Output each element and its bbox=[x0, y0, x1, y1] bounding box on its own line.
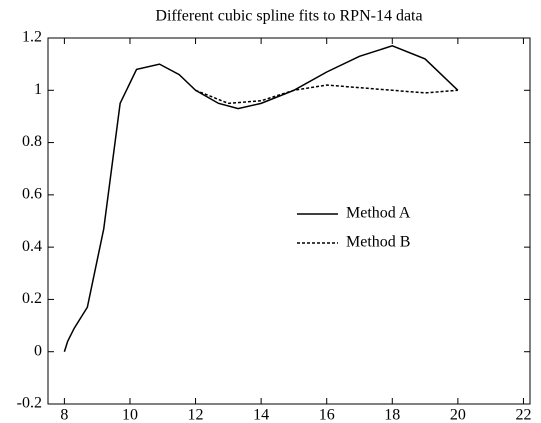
x-tick-label: 22 bbox=[515, 407, 531, 423]
x-tick-label: 18 bbox=[384, 407, 400, 423]
y-tick-label: 0.6 bbox=[22, 186, 42, 203]
y-tick-label: 1 bbox=[34, 81, 42, 98]
y-tick-label: 1.2 bbox=[22, 29, 42, 46]
y-tick-label: 0.4 bbox=[22, 238, 42, 255]
series-line bbox=[195, 84, 458, 105]
x-tick-label: 14 bbox=[253, 407, 269, 423]
legend-label: Method B bbox=[346, 234, 410, 251]
y-tick-label: 0.8 bbox=[22, 133, 42, 150]
x-tick-label: 16 bbox=[319, 407, 335, 423]
series-line bbox=[63, 45, 459, 352]
x-tick-label: 10 bbox=[122, 407, 138, 423]
x-tick-label: 12 bbox=[188, 407, 204, 423]
x-tick-label: 20 bbox=[450, 407, 466, 423]
y-tick-label: 0 bbox=[34, 342, 42, 359]
chart-title: Different cubic spline fits to RPN-14 da… bbox=[155, 8, 422, 25]
y-tick-label: 0.2 bbox=[22, 290, 42, 307]
y-tick-label: -0.2 bbox=[17, 395, 42, 412]
legend-label: Method A bbox=[346, 205, 411, 222]
plot-frame bbox=[47, 37, 531, 405]
x-tick-label: 8 bbox=[60, 407, 68, 423]
